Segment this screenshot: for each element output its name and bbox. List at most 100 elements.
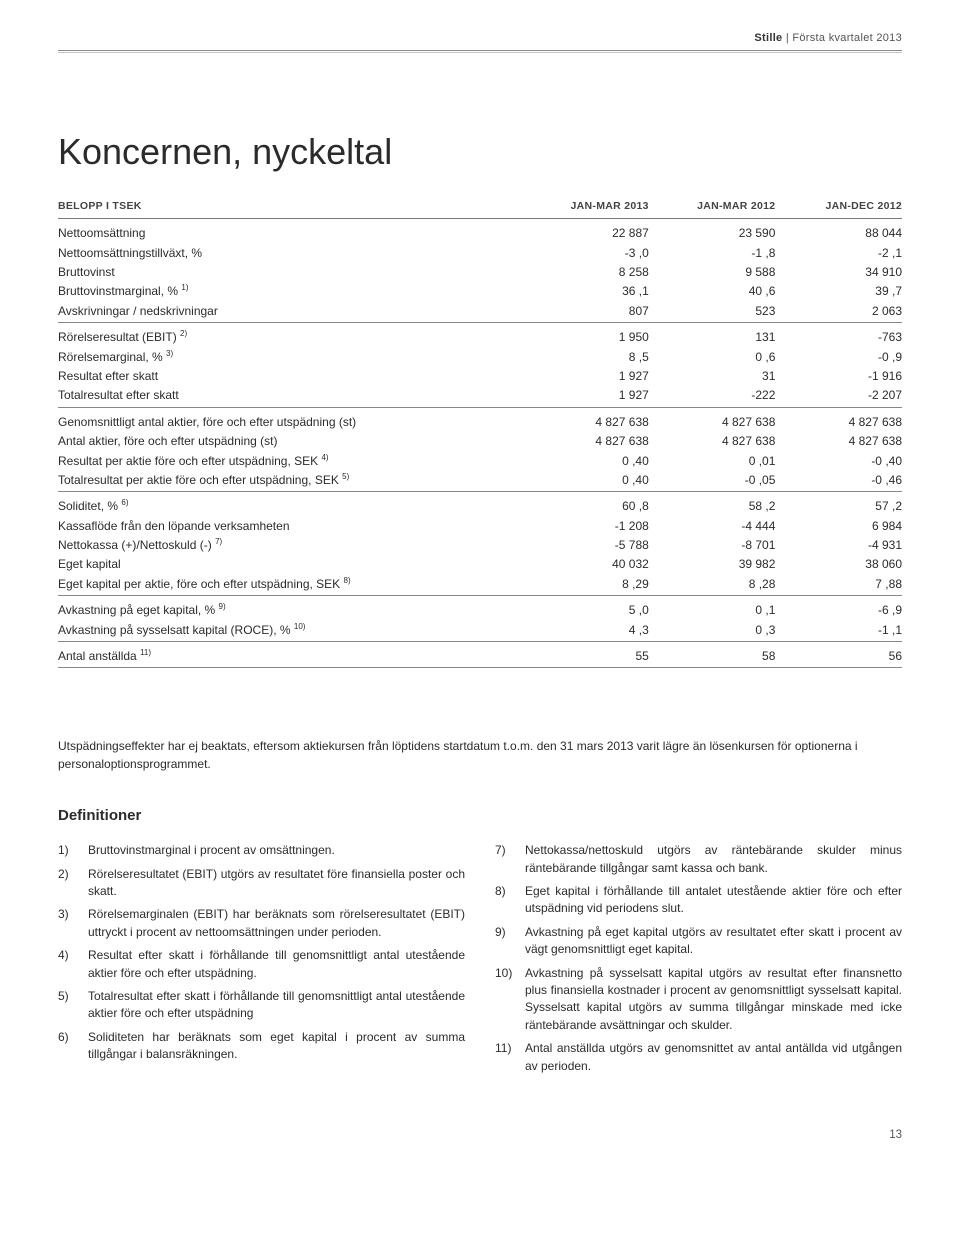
- definition-text: Soliditeten har beräknats som eget kapit…: [88, 1029, 465, 1064]
- cell-value: 56: [775, 642, 902, 668]
- row-label: Nettoomsättningstillväxt, %: [58, 244, 522, 263]
- cell-value: 4 827 638: [775, 407, 902, 432]
- definition-number: 9): [495, 924, 517, 959]
- cell-value: -6 ,9: [775, 596, 902, 621]
- cell-value: 57 ,2: [775, 492, 902, 517]
- cell-value: 58 ,2: [649, 492, 776, 517]
- row-label: Avkastning på eget kapital, % 9): [58, 596, 522, 621]
- cell-value: 36 ,1: [522, 282, 649, 301]
- row-label: Antal anställda 11): [58, 642, 522, 668]
- row-label: Rörelsemarginal, % 3): [58, 348, 522, 367]
- definition-text: Bruttovinstmarginal i procent av omsättn…: [88, 842, 335, 859]
- cell-value: 0 ,3: [649, 621, 776, 642]
- cell-value: -2 207: [775, 386, 902, 407]
- definitions-columns: 1) Bruttovinstmarginal i procent av omsät…: [58, 842, 902, 1081]
- cell-value: 4 827 638: [522, 432, 649, 451]
- table-row: Kassaflöde från den löpande verksamheten…: [58, 517, 902, 536]
- cell-value: 4 827 638: [522, 407, 649, 432]
- table-row: Bruttovinst8 2589 58834 910: [58, 263, 902, 282]
- col-header-2: JAN-MAR 2012: [649, 199, 776, 219]
- table-block: Rörelseresultat (EBIT) 2)1 950131-763Rör…: [58, 323, 902, 408]
- cell-value: 39 982: [649, 555, 776, 574]
- definition-number: 6): [58, 1029, 80, 1064]
- row-label: Bruttovinst: [58, 263, 522, 282]
- cell-value: 2 063: [775, 302, 902, 323]
- header-period: Första kvartalet 2013: [792, 32, 902, 44]
- cell-value: 4 827 638: [775, 432, 902, 451]
- cell-value: 5 ,0: [522, 596, 649, 621]
- definition-text: Rörelseresultatet (EBIT) utgörs av resul…: [88, 866, 465, 901]
- definition-number: 10): [495, 965, 517, 1035]
- col-header-label: BELOPP I TSEK: [58, 199, 522, 219]
- table-row: Rörelseresultat (EBIT) 2)1 950131-763: [58, 323, 902, 348]
- table-row: Antal aktier, före och efter utspädning …: [58, 432, 902, 451]
- row-label: Avkastning på sysselsatt kapital (ROCE),…: [58, 621, 522, 642]
- cell-value: -4 931: [775, 536, 902, 555]
- cell-value: -1 208: [522, 517, 649, 536]
- definition-number: 7): [495, 842, 517, 877]
- row-label: Avskrivningar / nedskrivningar: [58, 302, 522, 323]
- cell-value: 23 590: [649, 219, 776, 244]
- cell-value: 807: [522, 302, 649, 323]
- definition-item: 10) Avkastning på sysselsatt kapital utgö…: [495, 965, 902, 1035]
- definition-text: Avkastning på eget kapital utgörs av res…: [525, 924, 902, 959]
- row-label: Eget kapital: [58, 555, 522, 574]
- table-block: Avkastning på eget kapital, % 9)5 ,00 ,1…: [58, 596, 902, 642]
- cell-value: 8 ,29: [522, 575, 649, 596]
- definition-item: 3)Rörelsemarginalen (EBIT) har beräknats…: [58, 906, 465, 941]
- row-label: Nettokassa (+)/Nettoskuld (-) 7): [58, 536, 522, 555]
- cell-value: 88 044: [775, 219, 902, 244]
- cell-value: -1 916: [775, 367, 902, 386]
- definition-item: 5)Totalresultat efter skatt i förhålland…: [58, 988, 465, 1023]
- row-label: Nettoomsättning: [58, 219, 522, 244]
- page-header: Stille | Första kvartalet 2013: [58, 32, 902, 44]
- header-sep: |: [782, 32, 792, 44]
- definition-text: Antal anställda utgörs av genomsnittet a…: [525, 1040, 902, 1075]
- definition-text: Nettokassa/nettoskuld utgörs av räntebär…: [525, 842, 902, 877]
- cell-value: 0 ,40: [522, 452, 649, 471]
- col-header-3: JAN-DEC 2012: [775, 199, 902, 219]
- definition-text: Eget kapital i förhållande till antalet …: [525, 883, 902, 918]
- table-header-row: BELOPP I TSEK JAN-MAR 2013 JAN-MAR 2012 …: [58, 199, 902, 219]
- table-row: Soliditet, % 6)60 ,858 ,257 ,2: [58, 492, 902, 517]
- table-row: Avkastning på sysselsatt kapital (ROCE),…: [58, 621, 902, 642]
- dilution-footnote: Utspädningseffekter har ej beaktats, eft…: [58, 738, 902, 773]
- cell-value: -0 ,9: [775, 348, 902, 367]
- definition-item: 8)Eget kapital i förhållande till antale…: [495, 883, 902, 918]
- table-row: Totalresultat per aktie före och efter u…: [58, 471, 902, 492]
- table-row: Nettoomsättning22 88723 59088 044: [58, 219, 902, 244]
- definition-item: 1) Bruttovinstmarginal i procent av omsät…: [58, 842, 465, 859]
- definition-number: 11): [495, 1040, 517, 1075]
- definition-number: 8): [495, 883, 517, 918]
- header-brand: Stille: [754, 32, 782, 44]
- table-block: Soliditet, % 6)60 ,858 ,257 ,2Kassaflöde…: [58, 492, 902, 596]
- definitions-col-right: 7)Nettokassa/nettoskuld utgörs av ränteb…: [495, 842, 902, 1081]
- row-label: Resultat efter skatt: [58, 367, 522, 386]
- cell-value: -1 ,8: [649, 244, 776, 263]
- cell-value: 39 ,7: [775, 282, 902, 301]
- cell-value: 0 ,40: [522, 471, 649, 492]
- key-figures-table: BELOPP I TSEK JAN-MAR 2013 JAN-MAR 2012 …: [58, 199, 902, 668]
- cell-value: -2 ,1: [775, 244, 902, 263]
- cell-value: 4 827 638: [649, 407, 776, 432]
- row-label: Soliditet, % 6): [58, 492, 522, 517]
- cell-value: 31: [649, 367, 776, 386]
- table-row: Avskrivningar / nedskrivningar8075232 06…: [58, 302, 902, 323]
- definition-text: Totalresultat efter skatt i förhållande …: [88, 988, 465, 1023]
- table-block: Antal anställda 11)555856: [58, 642, 902, 668]
- cell-value: 0 ,01: [649, 452, 776, 471]
- cell-value: 22 887: [522, 219, 649, 244]
- cell-value: 34 910: [775, 263, 902, 282]
- row-label: Resultat per aktie före och efter utspäd…: [58, 452, 522, 471]
- row-label: Totalresultat per aktie före och efter u…: [58, 471, 522, 492]
- cell-value: 4 827 638: [649, 432, 776, 451]
- cell-value: -8 701: [649, 536, 776, 555]
- definition-item: 9)Avkastning på eget kapital utgörs av r…: [495, 924, 902, 959]
- table-row: Resultat efter skatt1 92731-1 916: [58, 367, 902, 386]
- table-row: Eget kapital40 03239 98238 060: [58, 555, 902, 574]
- definition-number: 3): [58, 906, 80, 941]
- cell-value: 40 032: [522, 555, 649, 574]
- definition-number: 1): [58, 842, 80, 859]
- definition-text: Avkastning på sysselsatt kapital utgörs …: [525, 965, 902, 1035]
- cell-value: 8 ,5: [522, 348, 649, 367]
